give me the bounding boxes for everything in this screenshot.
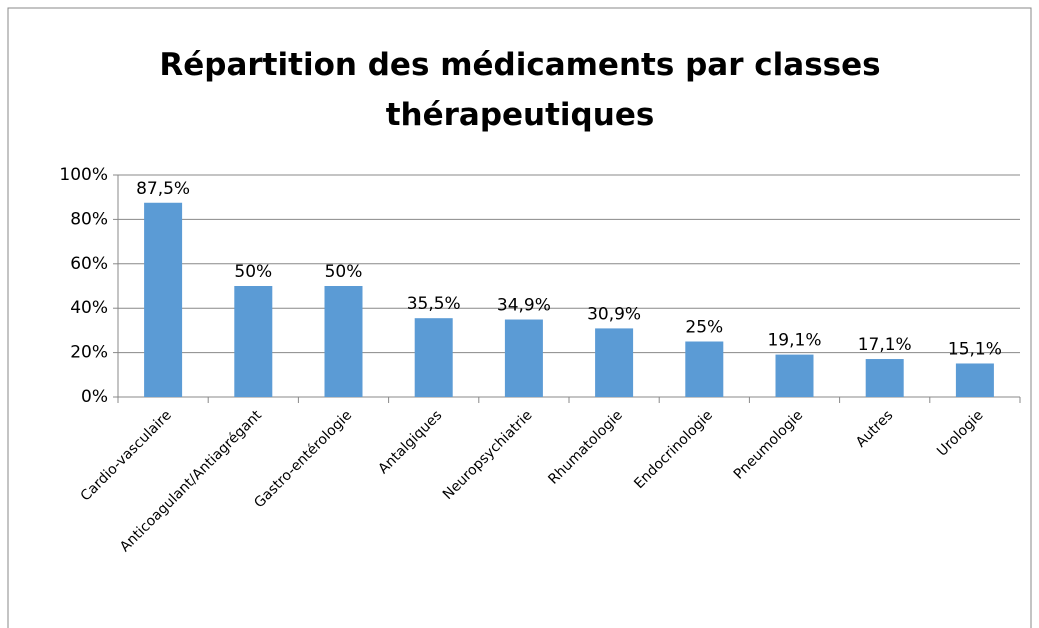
- y-tick-label: 60%: [70, 254, 108, 274]
- data-label: 50%: [325, 262, 363, 282]
- bar: [865, 359, 904, 397]
- chart-title: Répartition des médicaments par classes …: [159, 47, 881, 133]
- data-label: 17,1%: [858, 335, 912, 355]
- x-tick-label: Autres: [853, 407, 896, 450]
- x-tick-label: Antalgiques: [375, 407, 445, 477]
- y-tick-label: 40%: [70, 298, 108, 318]
- bar: [234, 286, 273, 397]
- bar: [685, 341, 724, 397]
- x-tick-label: Neuropsychiatrie: [440, 407, 536, 503]
- chart-frame: [7, 7, 1032, 628]
- y-tick-label: 100%: [59, 165, 108, 185]
- y-tick-label: 80%: [70, 209, 108, 229]
- y-tick-label: 0%: [81, 387, 108, 407]
- data-label: 15,1%: [948, 339, 1002, 359]
- data-label: 34,9%: [497, 296, 551, 316]
- x-tick-label: Gastro-entérologie: [251, 407, 355, 511]
- data-label: 25%: [685, 318, 723, 338]
- data-label: 30,9%: [587, 304, 641, 324]
- bar: [775, 354, 814, 397]
- data-label: 50%: [234, 262, 272, 282]
- x-tick-label: Urologie: [934, 407, 986, 459]
- data-label: 35,5%: [407, 294, 461, 314]
- bar: [955, 363, 994, 397]
- bar: [324, 286, 363, 397]
- x-tick-label: Pneumologie: [731, 407, 806, 482]
- bar: [414, 318, 453, 397]
- bar: [595, 328, 634, 397]
- bar: [144, 202, 183, 397]
- y-tick-label: 20%: [70, 343, 108, 363]
- bar: [504, 319, 543, 397]
- data-label: 87,5%: [136, 179, 190, 199]
- x-tick-label: Anticoagulant/Antiagrégant: [117, 407, 265, 555]
- data-label: 19,1%: [767, 331, 821, 351]
- x-tick-label: Cardio-vasculaire: [78, 407, 175, 504]
- x-tick-label: Rhumatologie: [545, 407, 625, 487]
- x-tick-label: Endocrinologie: [631, 407, 716, 492]
